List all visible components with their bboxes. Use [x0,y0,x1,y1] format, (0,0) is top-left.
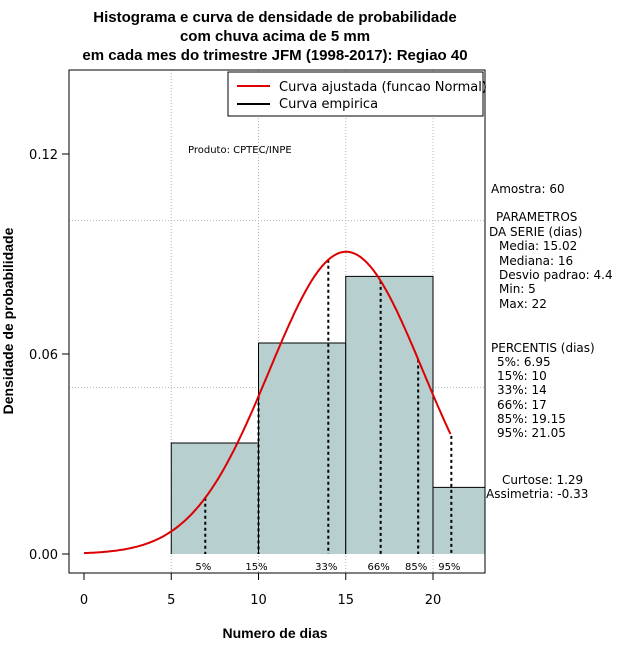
legend-label-empirical: Curva empirica [279,97,378,112]
x-tick-label-1: 5 [167,593,175,608]
percentil-66: 66%: 17 [497,398,547,412]
y-tick-label-0: 0.00 [29,548,58,563]
x-tick-label-2: 10 [250,593,267,608]
y-tick-label-2: 0.12 [29,148,58,163]
x-tick-label-4: 20 [425,593,442,608]
histogram-bar-3 [433,487,485,554]
histogram-bar-1 [258,343,346,554]
percentile-lines: 5% 15% 33% 66% 85% 95% [195,259,460,573]
histogram-bar-0 [171,443,259,554]
chart-title-line-1: Histograma e curva de densidade de proba… [93,9,456,26]
y-tick-label-1: 0.06 [29,348,58,363]
axes: 0 5 10 15 20 0.00 0.06 0.12 [29,148,441,608]
percentile-label-0: 5% [195,562,211,573]
percentile-label-4: 85% [405,562,427,573]
percentile-label-5: 95% [438,562,460,573]
chart-title-line-2: com chuva acima de 5 mm [180,28,370,45]
percentile-label-2: 33% [315,562,337,573]
param-max: Max: 22 [499,297,547,311]
legend: Curva ajustada (funcao Normal) Curva emp… [227,71,487,117]
x-tick-label-3: 15 [337,593,354,608]
y-axis-label: Densidade de probabilidade [0,227,16,414]
percentil-95: 95%: 21.05 [497,426,566,440]
stats-panel: Amostra: 60 PARAMETROS DA SERIE (dias) M… [486,182,613,501]
params-title-line-2: DA SERIE (dias) [489,225,582,239]
percentile-label-3: 66% [368,562,390,573]
percentil-85: 85%: 19.15 [497,412,566,426]
histogram-bar-2 [345,276,433,554]
percentil-33: 33%: 14 [497,383,547,397]
percentile-label-1: 15% [245,562,267,573]
legend-label-fitted: Curva ajustada (funcao Normal) [279,80,487,95]
normal-curve [83,250,452,555]
x-tick-label-0: 0 [80,593,88,608]
param-min: Min: 5 [499,282,536,296]
kurtosis: Curtose: 1.29 [502,473,583,487]
param-sd: Desvio padrao: 4.4 [499,268,613,282]
histogram-bar-outline-3 [432,486,485,554]
percentil-15: 15%: 10 [497,369,547,383]
params-title-line-1: PARAMETROS [496,210,577,224]
plot-frame [68,69,486,574]
x-axis-label: Numero de dias [222,625,327,641]
chart-title-line-3: em cada mes do trimestre JFM (1998-2017)… [82,47,467,64]
param-median: Mediana: 16 [499,254,573,268]
histogram-bar-outline-2 [345,275,434,554]
param-mean: Media: 15.02 [499,239,577,253]
percentil-5: 5%: 6.95 [497,355,551,369]
sample-size: Amostra: 60 [491,182,565,196]
product-annotation: Produto: CPTEC/INPE [188,145,292,156]
normal-curve-layer [83,250,452,555]
percentis-title: PERCENTIS (dias) [491,341,595,355]
skewness: Assimetria: -0.33 [486,487,588,501]
legend-box [227,71,484,117]
